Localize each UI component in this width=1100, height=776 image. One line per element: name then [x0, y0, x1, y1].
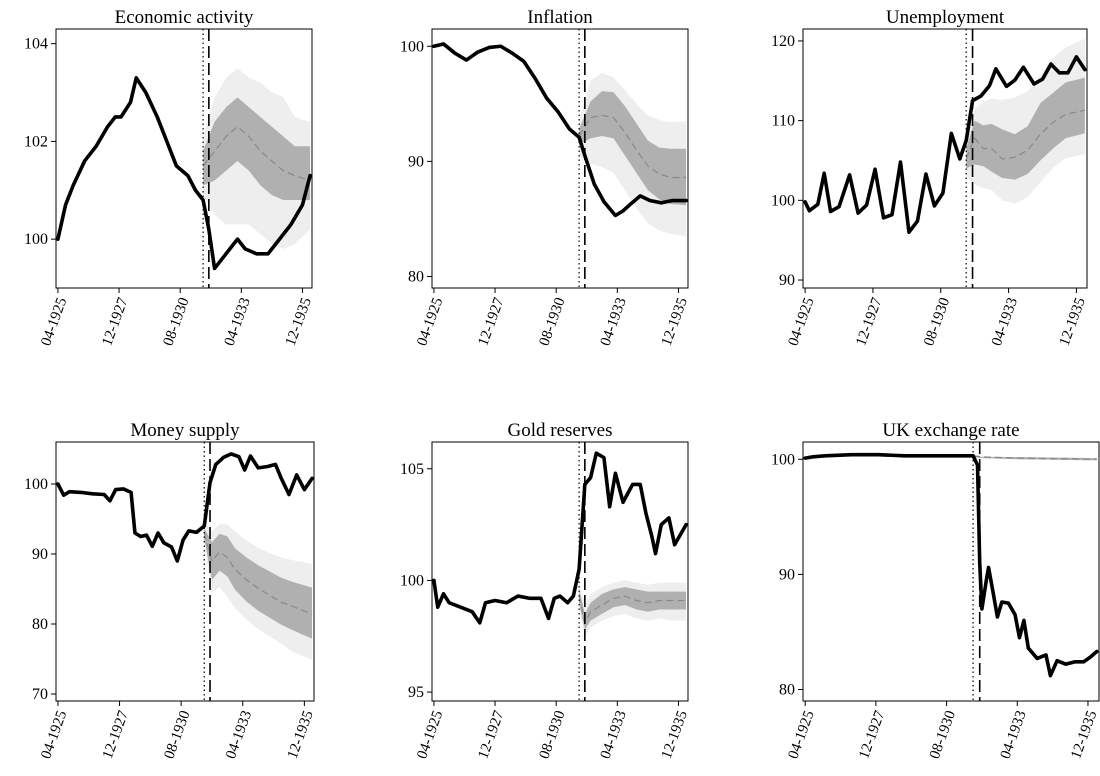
x-tick-label: 04-1933: [223, 709, 255, 761]
y-tick-label: 100: [771, 451, 795, 468]
forecast-median-line: [203, 532, 313, 615]
x-tick-label: 04-1933: [222, 296, 254, 348]
y-tick-label: 80: [408, 268, 424, 285]
x-tick-label: 12-1935: [285, 709, 317, 761]
y-tick-label: 95: [408, 684, 424, 701]
x-tick-label: 08-1930: [537, 709, 569, 761]
plot-frame: [55, 441, 315, 702]
y-tick-label: 70: [32, 686, 48, 703]
x-tick-label: 04-1933: [998, 709, 1030, 761]
x-tick-label: 12-1927: [475, 708, 507, 761]
x-tick-label: 08-1930: [921, 296, 953, 348]
y-tick-label: 100: [24, 476, 48, 493]
y-tick-label: 102: [24, 133, 48, 150]
y-tick-label: 120: [771, 33, 795, 50]
actual-series-line: [56, 76, 312, 271]
chart-title: Gold reserves: [508, 420, 613, 441]
y-tick-label: 100: [400, 38, 424, 55]
x-tick-label: 12-1927: [100, 708, 132, 761]
x-tick-label: 04-1925: [38, 296, 70, 348]
chart-title: Unemployment: [886, 7, 1005, 28]
x-tick-label: 12-1927: [99, 295, 131, 348]
plot-frame: [431, 28, 689, 289]
forecast-median-line: [965, 109, 1086, 160]
chart-title: Inflation: [527, 7, 593, 28]
x-tick-label: 12-1935: [1057, 296, 1089, 348]
chart-panel-1: Economic activity 100 102 104 04-1925 12-1927…: [24, 7, 315, 348]
plot-frame: [55, 28, 313, 289]
chart-panel-2: Inflation 80 90 100 04-1925 12-1927 08-1930 04-…: [400, 7, 691, 348]
plot-frame: [802, 28, 1088, 289]
x-tick-label: 12-1935: [659, 296, 691, 348]
inner-confidence-band: [579, 587, 687, 630]
y-tick-label: 90: [779, 272, 795, 289]
actual-series-line: [803, 55, 1087, 235]
chart-title: Economic activity: [115, 7, 254, 28]
inner-confidence-band: [579, 91, 687, 206]
inner-confidence-band: [204, 528, 313, 639]
actual-series-line: [56, 452, 314, 563]
y-tick-label: 110: [772, 113, 795, 130]
actual-series-line: [432, 451, 688, 625]
x-tick-label: 08-1930: [161, 709, 193, 761]
x-tick-label: 08-1930: [927, 709, 959, 761]
forecast-median-line: [202, 125, 311, 182]
x-tick-label: 04-1933: [989, 296, 1021, 348]
y-tick-label: 100: [24, 231, 48, 248]
y-tick-label: 104: [24, 36, 48, 53]
x-tick-label: 08-1930: [537, 296, 569, 348]
inner-confidence-band: [203, 97, 311, 201]
x-tick-label: 12-1935: [1068, 709, 1100, 761]
x-tick-label: 04-1933: [598, 296, 630, 348]
x-tick-label: 12-1927: [853, 295, 885, 348]
x-tick-label: 12-1935: [283, 296, 315, 348]
x-tick-label: 08-1930: [161, 296, 193, 348]
x-tick-label: 12-1927: [856, 708, 888, 761]
x-tick-label: 04-1925: [38, 709, 70, 761]
y-tick-label: 90: [32, 546, 48, 563]
plot-frame: [802, 441, 1100, 702]
y-tick-label: 105: [400, 461, 424, 478]
x-tick-label: 04-1925: [786, 709, 818, 761]
y-tick-label: 100: [771, 192, 795, 209]
x-tick-label: 04-1925: [785, 296, 817, 348]
chart-panel-4: Money supply 70 80 90 100 04-1925 12-1927 08-19…: [24, 420, 317, 761]
x-tick-label: 12-1935: [659, 709, 691, 761]
y-tick-label: 90: [779, 566, 795, 583]
inner-confidence-band: [966, 77, 1085, 180]
chart-panel-3: Unemployment 90 100 110 120 04-1925 12-1927 08-…: [771, 7, 1089, 348]
forecast-median-line: [578, 595, 687, 625]
x-tick-label: 04-1933: [598, 709, 630, 761]
forecast-median-line: [578, 114, 687, 179]
chart-panel-6: UK exchange rate 80 90 100 04-1925 12-1927 08-…: [771, 420, 1100, 761]
actual-series-line: [432, 42, 688, 218]
chart-panel-5: Gold reserves 95 100 105 04-1925 12-1927 08-19…: [400, 420, 691, 761]
actual-series-line: [803, 452, 1099, 678]
y-tick-label: 100: [400, 572, 424, 589]
x-tick-label: 04-1925: [414, 296, 446, 348]
y-tick-label: 80: [779, 681, 795, 698]
y-tick-label: 90: [408, 153, 424, 170]
x-tick-label: 12-1927: [475, 295, 507, 348]
y-tick-label: 80: [32, 616, 48, 633]
forecast-median-line: [973, 455, 1097, 460]
plot-frame: [431, 441, 689, 702]
chart-title: Money supply: [130, 420, 240, 441]
x-tick-label: 04-1925: [414, 709, 446, 761]
chart-title: UK exchange rate: [882, 420, 1019, 441]
